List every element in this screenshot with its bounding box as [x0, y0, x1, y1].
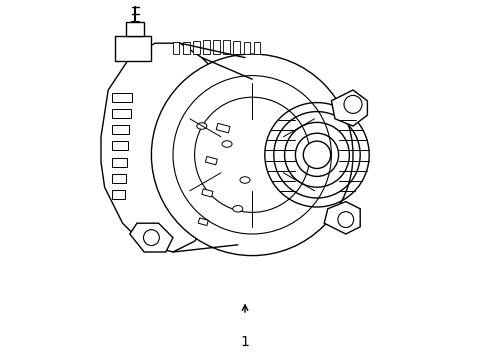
- Polygon shape: [101, 43, 252, 252]
- Bar: [202, 189, 213, 197]
- Bar: [198, 218, 208, 225]
- Bar: [116, 36, 151, 61]
- Bar: [112, 125, 129, 134]
- Bar: [205, 157, 218, 165]
- Bar: [112, 158, 127, 166]
- Bar: [183, 42, 190, 54]
- Polygon shape: [331, 90, 368, 126]
- Bar: [112, 109, 130, 118]
- Circle shape: [151, 54, 353, 256]
- Bar: [213, 40, 220, 54]
- Bar: [223, 40, 230, 54]
- Ellipse shape: [240, 177, 250, 183]
- Ellipse shape: [222, 141, 232, 147]
- Polygon shape: [130, 223, 173, 252]
- Circle shape: [344, 95, 362, 113]
- Circle shape: [303, 141, 331, 168]
- Polygon shape: [324, 202, 360, 234]
- Bar: [216, 123, 230, 133]
- Circle shape: [144, 230, 159, 246]
- Ellipse shape: [197, 123, 207, 129]
- Text: 1: 1: [241, 335, 249, 349]
- Bar: [112, 141, 128, 150]
- Bar: [126, 22, 144, 36]
- Bar: [112, 93, 132, 102]
- Bar: [193, 41, 199, 54]
- Bar: [173, 42, 179, 54]
- Bar: [203, 40, 210, 54]
- Circle shape: [338, 212, 354, 228]
- Ellipse shape: [233, 206, 243, 212]
- Bar: [112, 190, 125, 199]
- Bar: [112, 174, 126, 183]
- Bar: [244, 42, 250, 54]
- Bar: [233, 41, 240, 54]
- Bar: [254, 42, 260, 54]
